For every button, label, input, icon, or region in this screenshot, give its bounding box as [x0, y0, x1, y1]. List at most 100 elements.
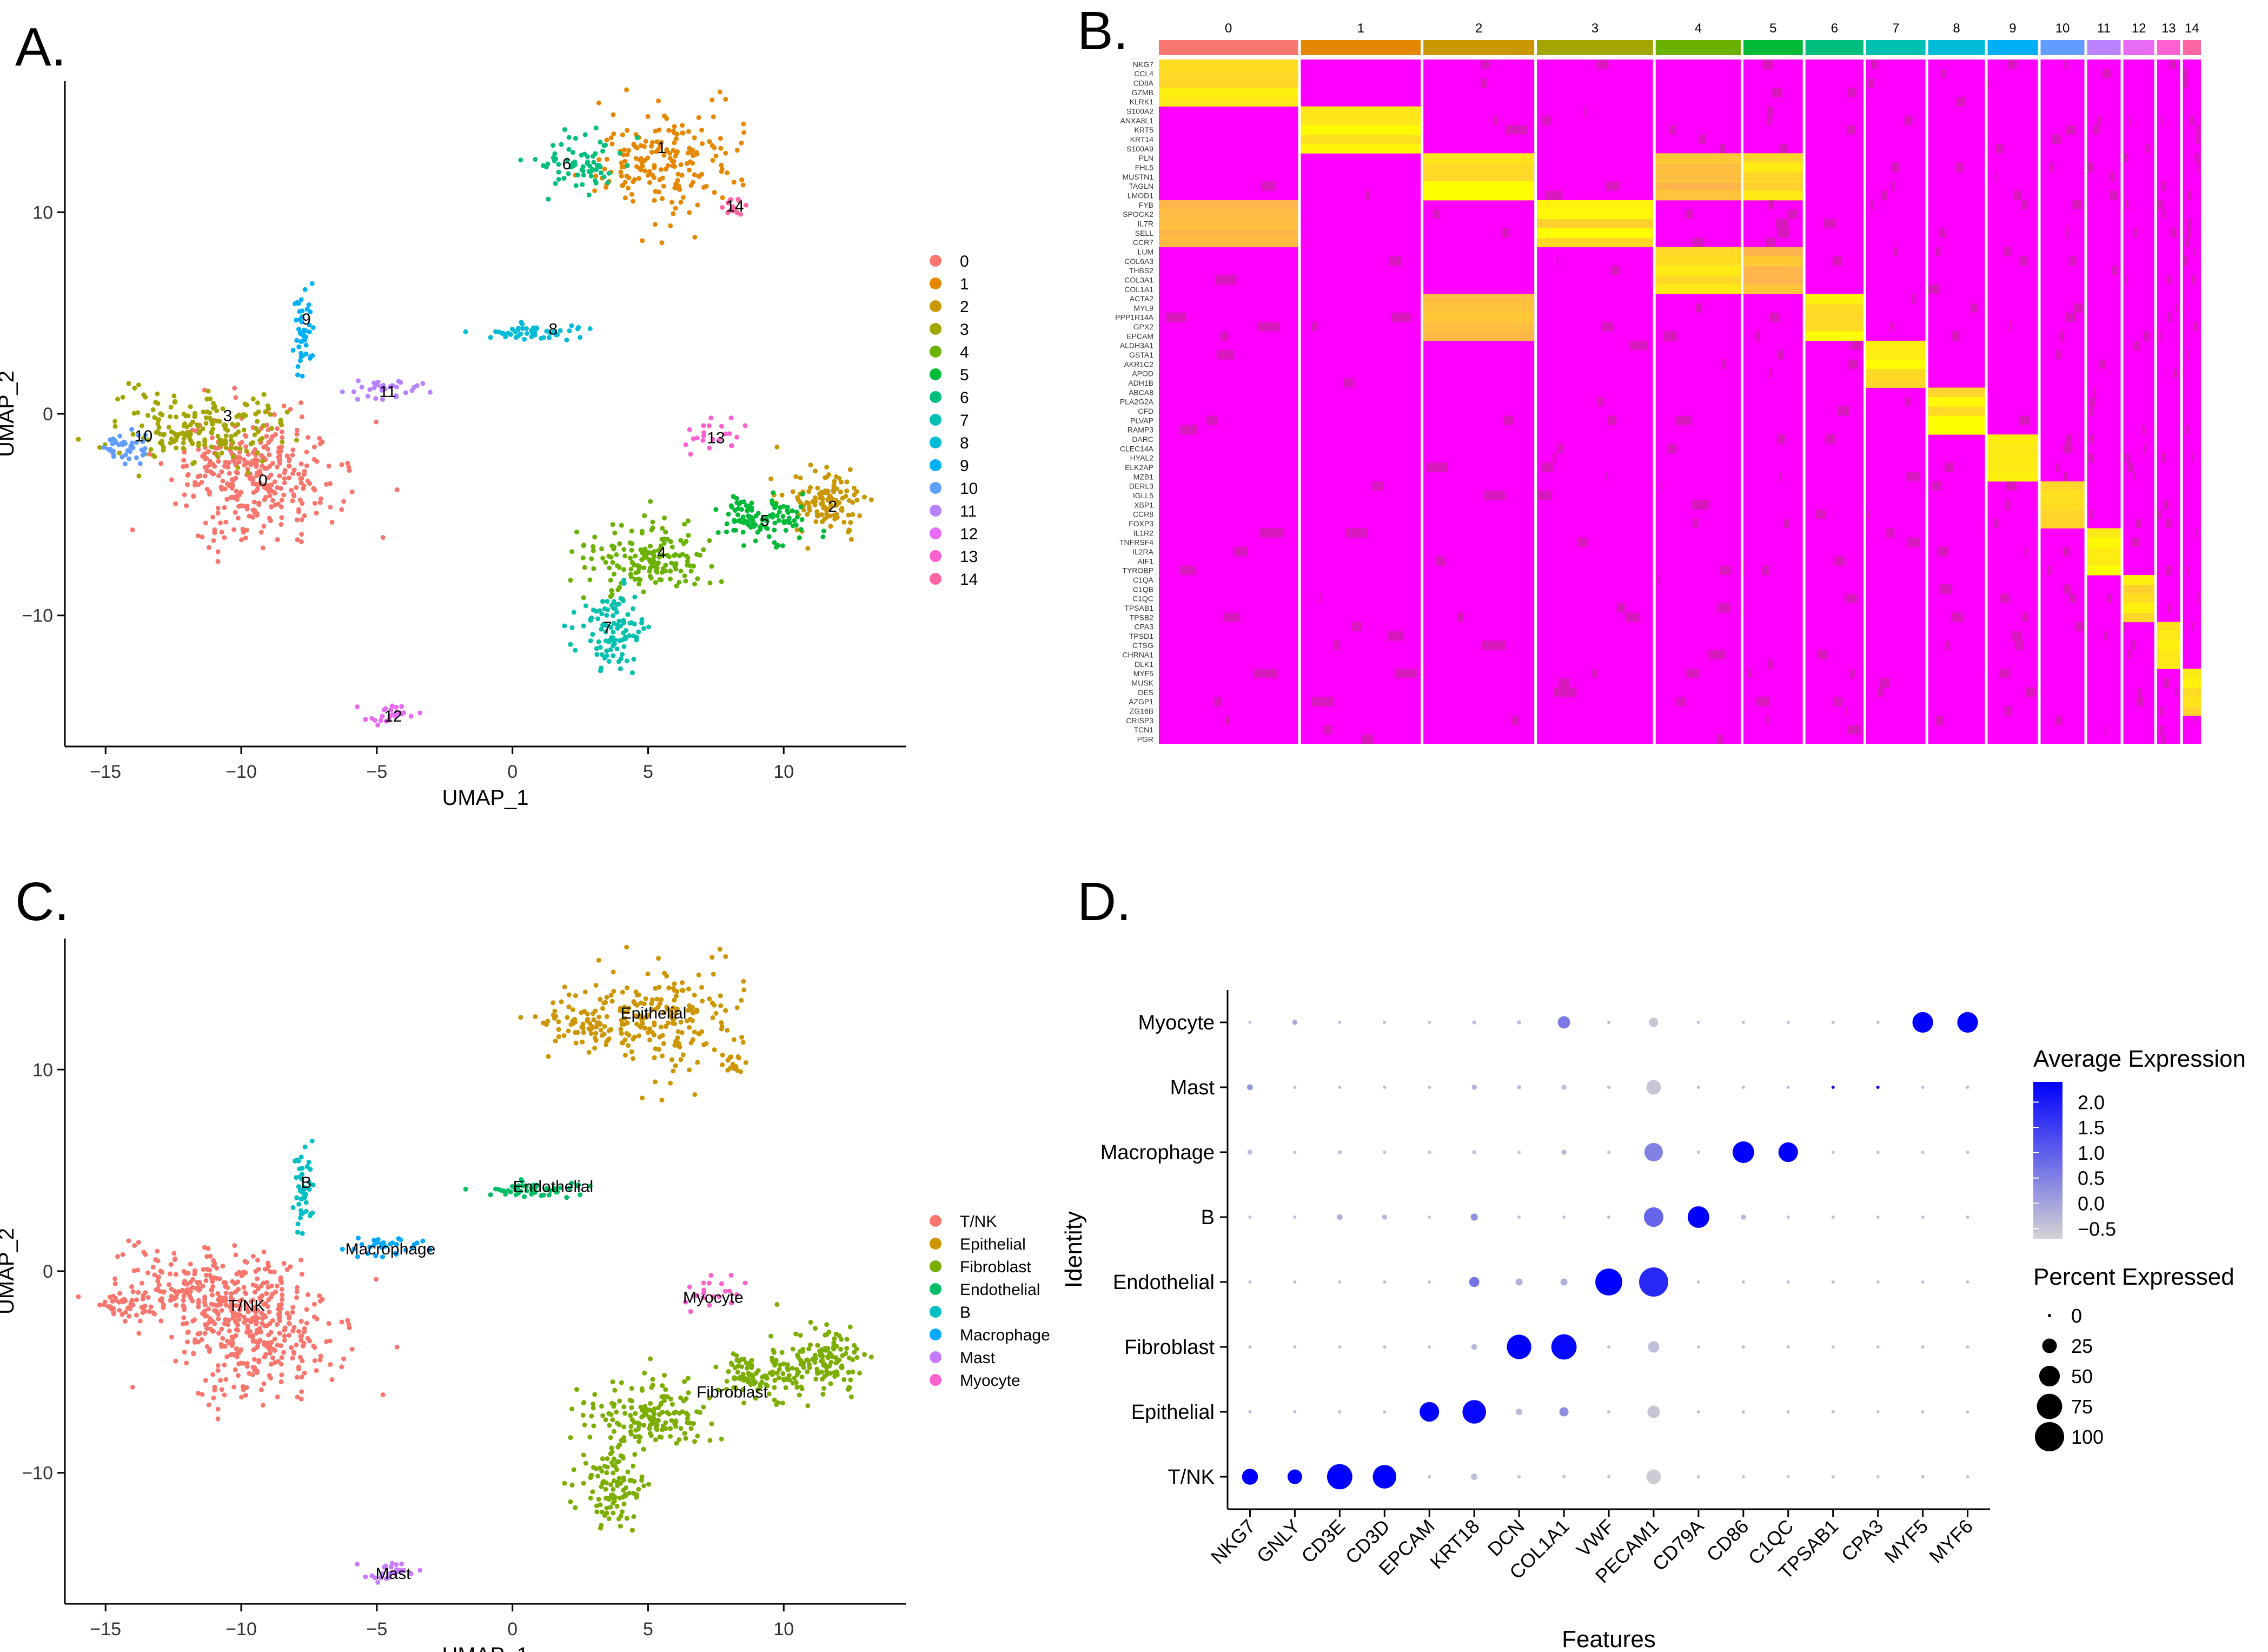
umap-point	[620, 1456, 626, 1461]
umap-point	[833, 503, 839, 508]
heatmap-gene-label: CCR7	[1133, 238, 1153, 247]
umap-point	[619, 173, 624, 179]
umap-point	[638, 1025, 644, 1030]
umap-point	[834, 486, 839, 492]
umap-point	[250, 1337, 256, 1343]
umap-point	[236, 1350, 242, 1356]
umap-point	[608, 1435, 613, 1440]
umap-point	[520, 326, 525, 331]
umap-point	[587, 169, 593, 175]
umap-point	[545, 161, 551, 167]
umap-point	[209, 430, 214, 435]
umap-point	[202, 1302, 208, 1307]
umap-point	[770, 1369, 775, 1375]
umap-point	[610, 522, 615, 527]
umap-point	[272, 1337, 277, 1342]
umap-point	[150, 1264, 156, 1270]
umap-point	[612, 1429, 617, 1434]
umap-point	[680, 195, 686, 200]
umap-point	[718, 1003, 724, 1008]
umap-point	[300, 308, 305, 314]
umap-point	[587, 326, 593, 332]
umap-point	[235, 465, 241, 470]
umap-point	[241, 503, 246, 508]
y-tick-label: −10	[22, 606, 53, 626]
heatmap-group-label: 14	[2185, 21, 2199, 36]
umap-point	[657, 1435, 662, 1440]
umap-point	[604, 653, 609, 658]
heatmap-cell	[2166, 275, 2171, 285]
umap-point	[234, 1327, 239, 1332]
umap-point	[565, 1015, 570, 1020]
y-tick-label: 0	[43, 1261, 53, 1282]
umap-point	[602, 1513, 607, 1518]
umap-point	[588, 616, 594, 622]
umap-point	[807, 507, 812, 513]
umap-point	[173, 1256, 178, 1261]
heatmap-cell	[2047, 565, 2052, 576]
umap-point	[731, 1066, 737, 1071]
umap-point	[589, 1472, 594, 1478]
feature-label: COL1A1	[1505, 1515, 1574, 1584]
umap-point	[701, 1287, 707, 1293]
umap-point	[628, 574, 634, 579]
umap-point	[607, 565, 612, 571]
dot-mark	[1696, 1280, 1700, 1284]
umap-point	[628, 572, 633, 577]
umap-point	[820, 534, 826, 539]
umap-point	[581, 1481, 586, 1486]
feature-label: NKG7	[1206, 1515, 1259, 1568]
umap-point	[252, 1304, 257, 1310]
umap-point	[205, 449, 211, 454]
heatmap-cell	[2055, 716, 2063, 725]
umap-point	[831, 1340, 837, 1345]
heatmap-cell	[2087, 547, 2121, 557]
umap-point	[254, 1339, 259, 1345]
heatmap-cell	[2014, 640, 2024, 650]
umap-point	[219, 1387, 224, 1392]
umap-point	[646, 1414, 652, 1419]
umap-point	[639, 1387, 645, 1393]
umap-point	[685, 559, 690, 564]
umap-point	[262, 1323, 268, 1329]
heatmap-cell	[1391, 312, 1411, 322]
umap-point	[287, 458, 292, 464]
umap-point	[264, 1280, 269, 1285]
dot-mark	[1647, 1405, 1660, 1418]
umap-point	[300, 1166, 305, 1171]
umap-point	[182, 1307, 187, 1312]
umap-point	[654, 564, 659, 570]
umap-point	[611, 629, 616, 635]
umap-point	[129, 440, 135, 446]
umap-point	[570, 1018, 575, 1023]
umap-point	[226, 1317, 231, 1323]
dot-mark	[1786, 1410, 1790, 1413]
umap-point	[414, 1240, 420, 1246]
heatmap-cell	[2161, 115, 2164, 125]
size-legend-label: 75	[2071, 1396, 2093, 1418]
umap-point	[806, 501, 811, 506]
umap-point	[632, 577, 638, 582]
umap-point	[243, 1291, 249, 1297]
umap-point	[758, 527, 763, 532]
umap-point	[255, 419, 260, 424]
umap-point	[647, 1026, 652, 1032]
umap-point	[673, 993, 679, 999]
heatmap-cell	[1301, 106, 1421, 116]
umap-point	[678, 1057, 684, 1062]
umap-point	[278, 1275, 283, 1280]
umap-point	[645, 155, 651, 161]
heatmap-cell	[1834, 556, 1845, 566]
umap-point	[374, 1277, 379, 1282]
umap-point	[544, 1186, 549, 1191]
umap-point	[254, 511, 260, 517]
heatmap-gene-label: PPP1R14A	[1115, 313, 1153, 322]
umap-point	[241, 427, 247, 433]
umap-point	[219, 451, 224, 456]
umap-point	[735, 196, 741, 202]
umap-point	[672, 164, 677, 169]
umap-point	[276, 501, 281, 507]
umap-point	[684, 1396, 689, 1402]
umap-point	[203, 1278, 209, 1284]
umap-point	[824, 1369, 830, 1375]
